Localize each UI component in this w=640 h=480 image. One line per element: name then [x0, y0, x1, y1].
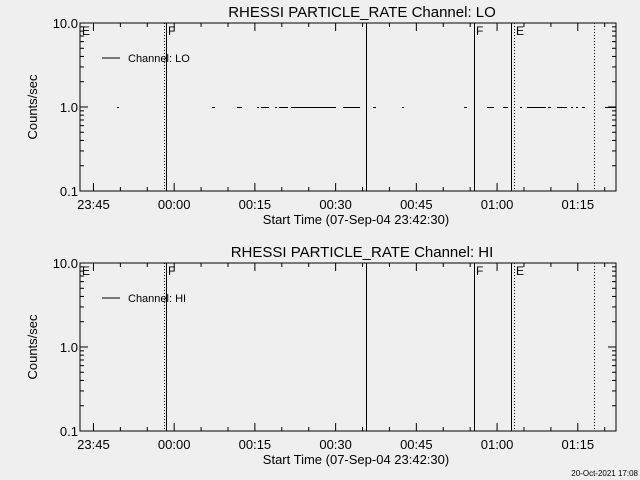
annotation-label: E — [516, 264, 524, 278]
y-tick-label: 0.1 — [60, 424, 78, 439]
annotation-label: E — [516, 24, 524, 38]
x-tick-label: 23:45 — [77, 437, 110, 452]
y-axis-label: Counts/sec — [25, 74, 40, 140]
annotation-label: F — [168, 24, 175, 38]
x-tick-label: 00:45 — [400, 197, 433, 212]
y-tick-label: 1.0 — [60, 340, 78, 355]
x-tick-label: 01:15 — [562, 437, 595, 452]
y-tick-label: 10.0 — [53, 256, 78, 271]
x-axis-label: Start Time (07-Sep-04 23:42:30) — [263, 452, 449, 467]
x-tick-label: 23:45 — [77, 197, 110, 212]
x-axis-label: Start Time (07-Sep-04 23:42:30) — [263, 212, 449, 227]
annotation-label: F — [168, 264, 175, 278]
annotation-label: E — [82, 24, 90, 38]
footer-timestamp: 20-Oct-2021 17:08 — [571, 469, 638, 478]
y-tick-label: 10.0 — [53, 16, 78, 31]
x-tick-label: 00:00 — [158, 197, 191, 212]
x-tick-label: 00:45 — [400, 437, 433, 452]
chart-title: RHESSI PARTICLE_RATE Channel: LO — [228, 4, 496, 21]
x-tick-label: 00:00 — [158, 437, 191, 452]
x-tick-label: 01:00 — [481, 197, 514, 212]
chart-title: RHESSI PARTICLE_RATE Channel: HI — [231, 244, 494, 261]
plot-panel-0: RHESSI PARTICLE_RATE Channel: LO 23:45 00:… — [25, 4, 617, 227]
annotation-label: E — [82, 264, 90, 278]
annotation-label: F — [476, 264, 483, 278]
plot-panel-1: RHESSI PARTICLE_RATE Channel: HI 23:45 00:… — [25, 244, 617, 467]
y-tick-label: 1.0 — [60, 100, 78, 115]
x-tick-label: 00:15 — [239, 437, 272, 452]
x-tick-label: 01:00 — [481, 437, 514, 452]
legend-label: Channel: LO — [128, 53, 190, 65]
x-tick-label: 00:30 — [319, 197, 352, 212]
legend-label: Channel: HI — [128, 293, 186, 305]
y-tick-label: 0.1 — [60, 184, 78, 199]
x-tick-label: 00:15 — [239, 197, 272, 212]
y-axis-label: Counts/sec — [25, 314, 40, 380]
plot-frame — [79, 262, 617, 432]
x-tick-label: 01:15 — [562, 197, 595, 212]
x-tick-label: 00:30 — [319, 437, 352, 452]
annotation-label: F — [476, 24, 483, 38]
